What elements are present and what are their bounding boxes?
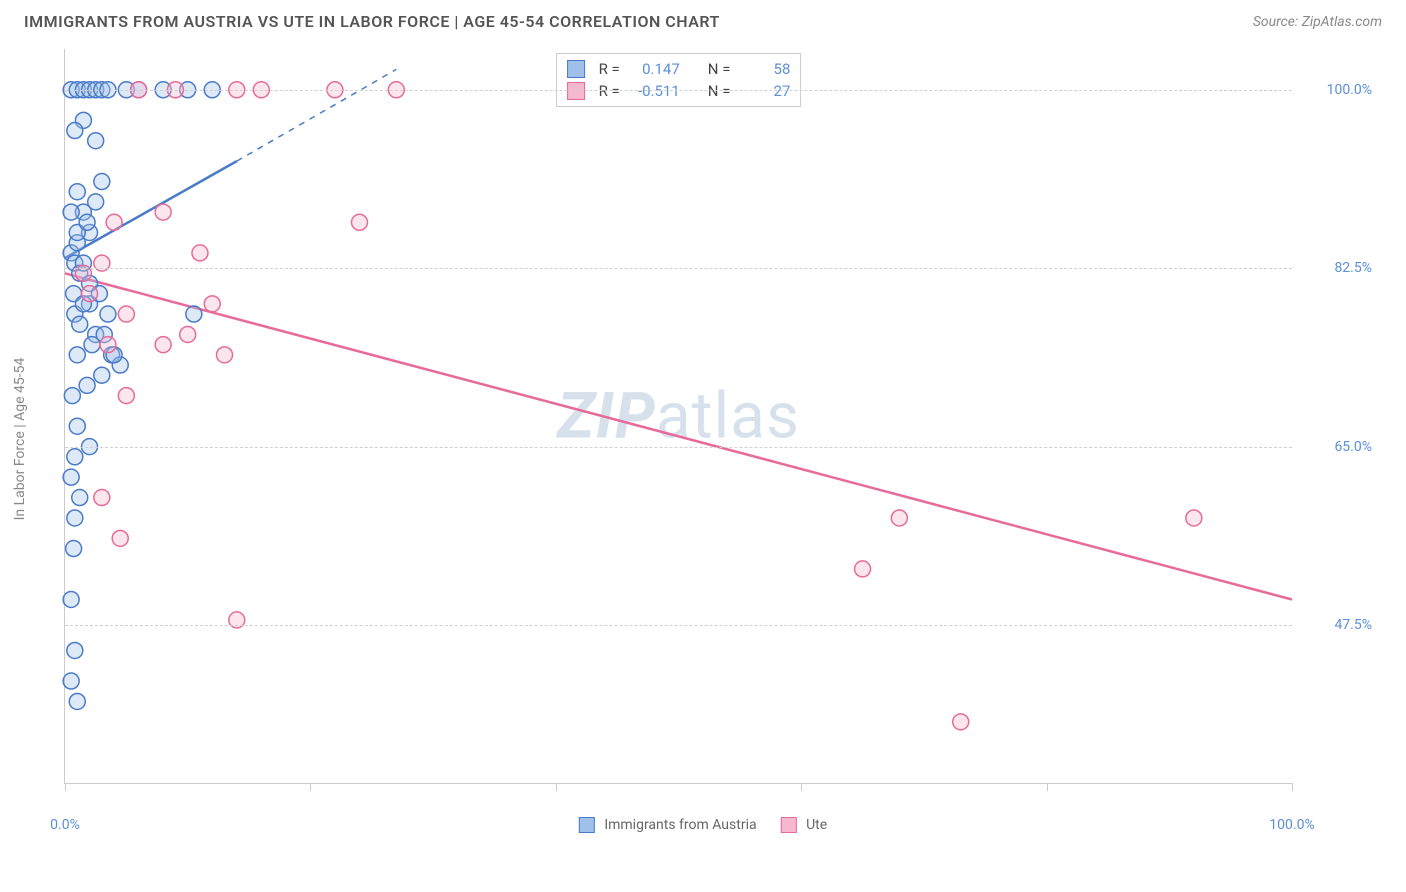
data-point bbox=[66, 541, 82, 557]
data-point bbox=[94, 174, 110, 190]
gridline-h bbox=[65, 447, 1292, 448]
y-tick-label: 65.0% bbox=[1302, 439, 1372, 455]
legend-swatch-1 bbox=[579, 817, 595, 833]
plot-area: ZIPatlas R = 0.147 N = 58 R = -0.511 N =… bbox=[64, 49, 1292, 784]
x-tick bbox=[310, 783, 311, 791]
data-point bbox=[64, 388, 80, 404]
data-point bbox=[1186, 510, 1202, 526]
data-point bbox=[192, 245, 208, 261]
stats-n-value-1: 58 bbox=[738, 60, 790, 78]
data-point bbox=[94, 490, 110, 506]
data-point bbox=[69, 184, 85, 200]
data-point bbox=[69, 693, 85, 709]
stats-legend: R = 0.147 N = 58 R = -0.511 N = 27 bbox=[556, 53, 802, 107]
legend-swatch-2 bbox=[781, 817, 797, 833]
data-point bbox=[186, 306, 202, 322]
stats-n-value-2: 27 bbox=[738, 82, 790, 100]
legend-label-2: Ute bbox=[806, 817, 827, 833]
chart-container: In Labor Force | Age 45-54 ZIPatlas R = … bbox=[24, 39, 1382, 839]
legend-item-2: Ute bbox=[781, 817, 828, 833]
stats-swatch-1 bbox=[567, 60, 585, 78]
plot-svg bbox=[65, 49, 1292, 783]
gridline-h bbox=[65, 625, 1292, 626]
x-tick bbox=[1047, 783, 1048, 791]
stats-n-label-1: N = bbox=[708, 60, 731, 78]
data-point bbox=[180, 326, 196, 342]
bottom-legend: Immigrants from Austria Ute bbox=[579, 817, 827, 833]
x-tick bbox=[801, 783, 802, 791]
page-title: IMMIGRANTS FROM AUSTRIA VS UTE IN LABOR … bbox=[24, 12, 720, 31]
data-point bbox=[67, 642, 83, 658]
data-point bbox=[88, 133, 104, 149]
data-point bbox=[100, 306, 116, 322]
data-point bbox=[118, 388, 134, 404]
legend-label-1: Immigrants from Austria bbox=[604, 817, 756, 833]
stats-r-value-1: 0.147 bbox=[628, 60, 680, 78]
stats-row-1: R = 0.147 N = 58 bbox=[567, 58, 791, 80]
data-point bbox=[63, 673, 79, 689]
data-point bbox=[63, 592, 79, 608]
x-tick bbox=[556, 783, 557, 791]
gridline-h bbox=[65, 268, 1292, 269]
data-point bbox=[118, 306, 134, 322]
y-tick-label: 47.5% bbox=[1302, 617, 1372, 633]
data-point bbox=[953, 714, 969, 730]
y-axis-label: In Labor Force | Age 45-54 bbox=[12, 358, 28, 521]
data-point bbox=[67, 123, 83, 139]
data-point bbox=[63, 469, 79, 485]
data-point bbox=[155, 204, 171, 220]
stats-n-label-2: N = bbox=[708, 82, 731, 100]
stats-r-label-2: R = bbox=[599, 82, 620, 100]
y-tick-label: 82.5% bbox=[1302, 260, 1372, 276]
stats-swatch-2 bbox=[567, 82, 585, 100]
stats-r-label-1: R = bbox=[599, 60, 620, 78]
data-point bbox=[100, 337, 116, 353]
data-point bbox=[94, 367, 110, 383]
data-point bbox=[112, 530, 128, 546]
data-point bbox=[67, 449, 83, 465]
data-point bbox=[69, 418, 85, 434]
x-tick bbox=[65, 783, 66, 791]
data-point bbox=[79, 377, 95, 393]
data-point bbox=[855, 561, 871, 577]
trend-line bbox=[65, 273, 1292, 599]
data-point bbox=[79, 214, 95, 230]
data-point bbox=[106, 214, 122, 230]
source-label: Source: ZipAtlas.com bbox=[1253, 14, 1382, 30]
data-point bbox=[88, 194, 104, 210]
data-point bbox=[351, 214, 367, 230]
legend-item-1: Immigrants from Austria bbox=[579, 817, 757, 833]
data-point bbox=[217, 347, 233, 363]
data-point bbox=[63, 204, 79, 220]
x-tick bbox=[1292, 783, 1293, 791]
x-tick-label: 0.0% bbox=[50, 817, 80, 833]
data-point bbox=[69, 347, 85, 363]
gridline-h bbox=[65, 90, 1292, 91]
y-tick-label: 100.0% bbox=[1302, 82, 1372, 98]
x-tick-label: 100.0% bbox=[1269, 817, 1314, 833]
data-point bbox=[891, 510, 907, 526]
data-point bbox=[155, 337, 171, 353]
data-point bbox=[72, 316, 88, 332]
data-point bbox=[204, 296, 220, 312]
data-point bbox=[72, 490, 88, 506]
stats-row-2: R = -0.511 N = 27 bbox=[567, 80, 791, 102]
stats-r-value-2: -0.511 bbox=[628, 82, 680, 100]
data-point bbox=[82, 286, 98, 302]
data-point bbox=[67, 510, 83, 526]
